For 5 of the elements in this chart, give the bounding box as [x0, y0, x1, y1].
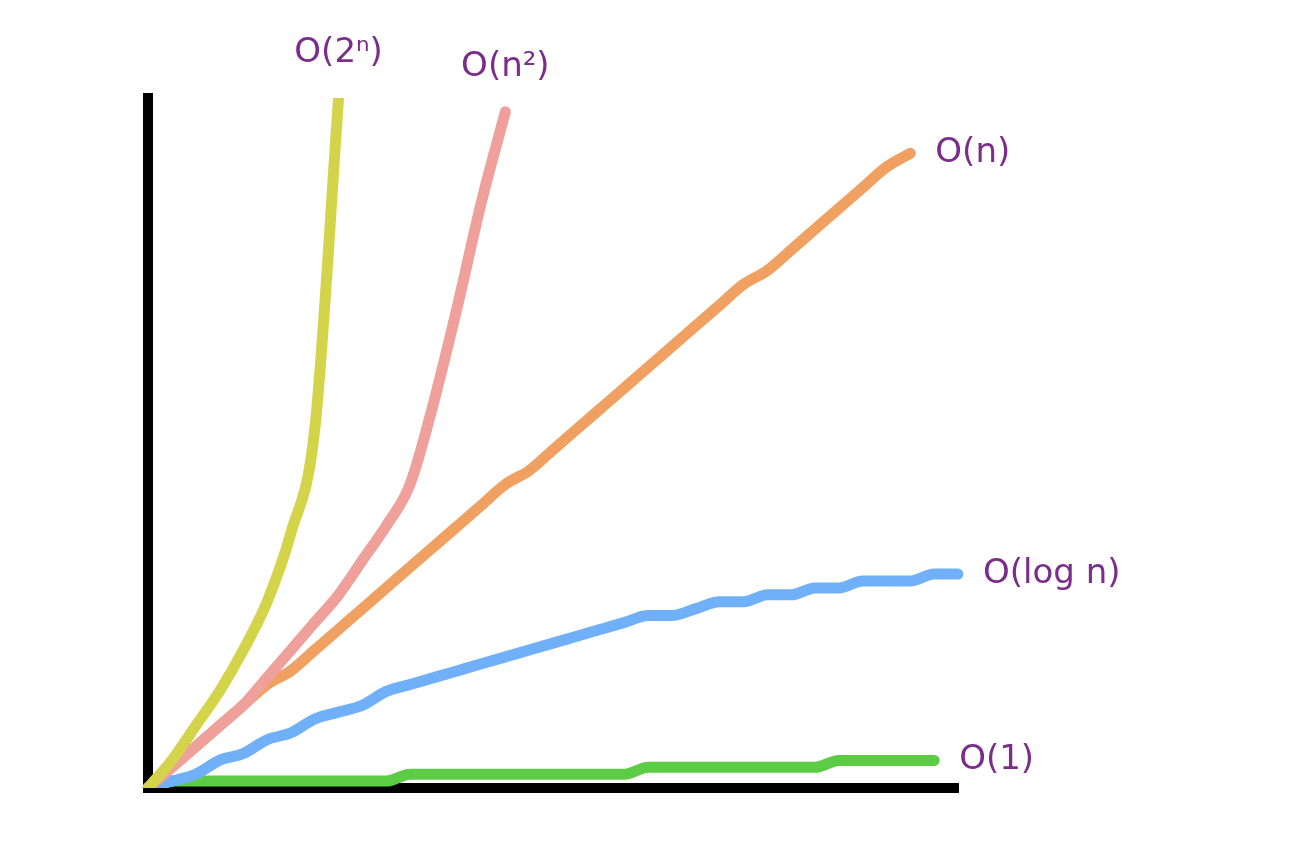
series-label: O(n²) — [461, 43, 550, 84]
series-label: O(2ⁿ) — [294, 29, 383, 70]
series-label: O(n) — [935, 130, 1011, 171]
series-label: O(log n) — [983, 550, 1121, 591]
series-label: O(1) — [959, 737, 1035, 778]
